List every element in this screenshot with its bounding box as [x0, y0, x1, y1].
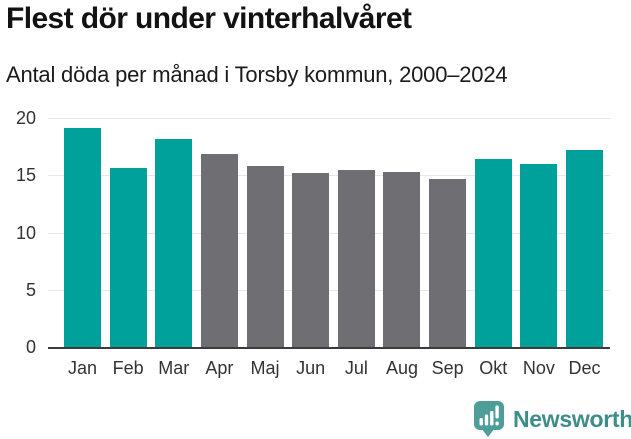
x-tick-label-okt: Okt — [479, 358, 508, 378]
brand-name: Newsworthy — [513, 405, 631, 432]
chart-subtitle: Antal döda per månad i Torsby kommun, 20… — [6, 62, 508, 87]
x-tick-label-sep: Sep — [431, 358, 464, 378]
x-tick-label-feb: Feb — [112, 358, 144, 378]
x-tick-label-jul: Jul — [344, 358, 368, 378]
x-tick-label-maj: Maj — [250, 358, 280, 378]
x-tick-label-mar: Mar — [158, 358, 190, 378]
bar-nov — [520, 163, 558, 347]
brand-footer: Newsworthy — [472, 400, 631, 437]
bar-apr — [200, 153, 238, 347]
x-tick-label-dec: Dec — [568, 358, 601, 378]
bar-feb — [109, 168, 147, 347]
bar-mar — [155, 138, 193, 347]
bar-jan — [64, 128, 101, 347]
x-tick-label-nov: Nov — [522, 358, 555, 378]
y-tick-label-10: 10 — [15, 222, 36, 243]
y-axis: 0 5 10 15 20 — [0, 108, 40, 357]
gridline-y-20 — [48, 118, 610, 119]
bar-aug — [383, 171, 421, 347]
bar-sep — [429, 178, 467, 347]
x-tick-label-jan: Jan — [67, 358, 98, 378]
newsworthy-chart-bubble-icon — [474, 401, 504, 437]
y-tick-label-0: 0 — [25, 337, 36, 357]
y-tick-label-20: 20 — [15, 108, 36, 128]
chart-title: Flest dör under vinterhalvåret — [6, 2, 412, 35]
x-axis: Jan Feb Mar Apr Maj Jun Jul Aug Sep Okt Nov Dec — [48, 356, 610, 382]
bar-jun — [292, 172, 330, 347]
bar-maj — [246, 166, 284, 347]
bar-okt — [474, 159, 512, 347]
bar-chart-plot-area — [48, 118, 610, 349]
y-tick-label-15: 15 — [15, 165, 36, 186]
x-tick-label-aug: Aug — [385, 358, 418, 378]
bar-dec — [566, 150, 604, 347]
x-tick-label-jun: Jun — [296, 358, 326, 378]
bar-jul — [337, 169, 375, 347]
x-tick-label-apr: Apr — [205, 358, 234, 378]
y-tick-label-5: 5 — [25, 279, 36, 300]
